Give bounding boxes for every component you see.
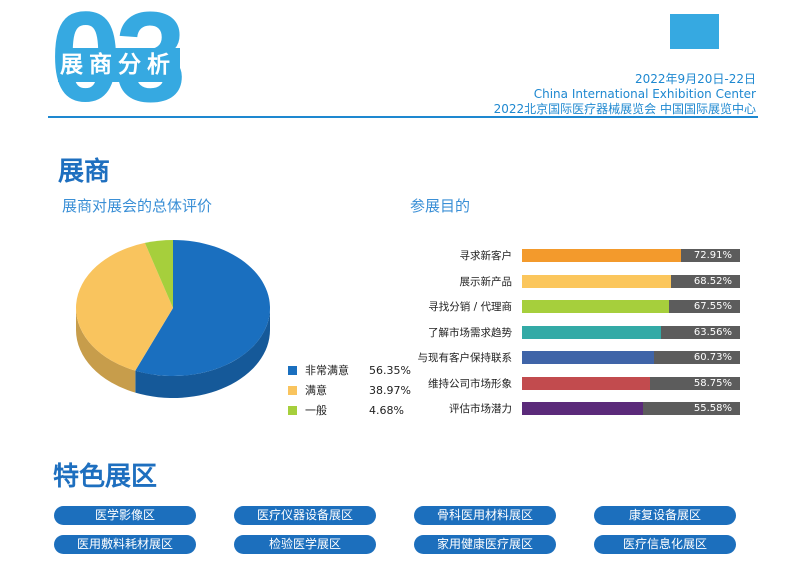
bar-fill bbox=[522, 325, 661, 339]
zone-pill: 检验医学展区 bbox=[234, 535, 376, 554]
pie-slice bbox=[76, 242, 173, 371]
legend-swatch bbox=[288, 385, 297, 395]
bar-track: 63.56% bbox=[522, 325, 740, 339]
bar-value-label: 58.75% bbox=[693, 377, 732, 389]
corner-decoration bbox=[670, 14, 719, 49]
legend-value: 38.97% bbox=[369, 383, 411, 397]
legend-value: 56.35% bbox=[369, 363, 411, 377]
bar-value-label: 60.73% bbox=[693, 352, 732, 363]
bar-row: 展示新产品 68.52% bbox=[352, 274, 740, 288]
section-title: 展商分析 bbox=[58, 48, 180, 82]
bar-row: 维持公司市场形象 58.75% bbox=[352, 376, 740, 390]
legend-swatch bbox=[288, 365, 297, 375]
bar-label: 展示新产品 bbox=[459, 275, 513, 288]
legend-item: 满意 38.97% bbox=[288, 382, 411, 398]
pie-slice bbox=[144, 240, 173, 308]
bar-fill bbox=[522, 274, 672, 288]
purpose-title: 参展目的 bbox=[410, 197, 471, 215]
bar-fill bbox=[522, 351, 655, 364]
zone-pill: 医疗信息化展区 bbox=[594, 535, 736, 554]
bar-track: 72.91% bbox=[522, 249, 740, 262]
bar-fill bbox=[522, 402, 644, 415]
legend-label: 非常满意 bbox=[305, 364, 349, 377]
bar-label: 了解市场需求趋势 bbox=[428, 326, 512, 339]
bar-track: 60.73% bbox=[522, 351, 740, 364]
event-date: 2022年9月20日-22日 bbox=[634, 72, 756, 86]
bar-track: 67.55% bbox=[522, 300, 740, 313]
zone-pill: 康复设备展区 bbox=[594, 506, 736, 525]
bar-fill bbox=[522, 376, 651, 390]
overall-rating-title: 展商对展会的总体评价 bbox=[62, 197, 213, 215]
pie-slice-side bbox=[76, 308, 136, 393]
pie-slice-side bbox=[135, 308, 270, 398]
bar-value-label: 55.58% bbox=[693, 403, 732, 414]
bar-row: 寻求新客户 72.91% bbox=[352, 249, 740, 262]
zone-pill: 医疗仪器设备展区 bbox=[234, 506, 376, 525]
bar-track: 58.75% bbox=[522, 376, 740, 390]
bar-label: 寻求新客户 bbox=[459, 250, 513, 262]
event-info: 2022年9月20日-22日 China International Exhib… bbox=[494, 72, 756, 117]
legend-item: 非常满意 56.35% bbox=[288, 362, 411, 378]
header-divider bbox=[48, 116, 758, 118]
bar-track: 68.52% bbox=[522, 274, 740, 288]
zone-pill: 医用敷料耗材展区 bbox=[54, 535, 196, 554]
legend-label: 满意 bbox=[305, 384, 327, 397]
legend-label: 一般 bbox=[305, 404, 327, 417]
bar-row: 评估市场潜力 55.58% bbox=[352, 402, 740, 415]
legend-value: 4.68% bbox=[369, 403, 404, 417]
legend-swatch bbox=[288, 405, 297, 415]
zone-pill: 家用健康医疗展区 bbox=[414, 535, 556, 554]
bar-row: 与现有客户保持联系 60.73% bbox=[352, 351, 740, 364]
bar-label: 维持公司市场形象 bbox=[428, 377, 512, 390]
zone-pill: 骨科医用材料展区 bbox=[414, 506, 556, 525]
bar-value-label: 63.56% bbox=[693, 326, 732, 338]
pie-slice bbox=[135, 240, 271, 376]
zone-pill: 医学影像区 bbox=[54, 506, 196, 525]
bar-row: 寻找分销 / 代理商 67.55% bbox=[352, 300, 740, 313]
event-name-cn: 2022北京国际医疗器械展览会 中国国际展览中心 bbox=[493, 102, 756, 116]
bar-value-label: 67.55% bbox=[693, 301, 732, 312]
bar-label: 评估市场潜力 bbox=[449, 403, 512, 415]
bar-fill bbox=[522, 300, 670, 313]
bar-fill bbox=[522, 249, 681, 262]
event-venue-en: China International Exhibition Center bbox=[533, 87, 756, 101]
exhibitors-heading: 展商 bbox=[58, 157, 111, 187]
bar-label: 寻找分销 / 代理商 bbox=[428, 301, 512, 313]
bar-track: 55.58% bbox=[522, 402, 740, 415]
bar-row: 了解市场需求趋势 63.56% bbox=[352, 325, 740, 339]
bar-value-label: 68.52% bbox=[693, 275, 732, 287]
bar-value-label: 72.91% bbox=[693, 250, 732, 261]
featured-zones-heading: 特色展区 bbox=[53, 462, 158, 492]
pie-chart bbox=[76, 240, 271, 398]
legend-item: 一般 4.68% bbox=[288, 402, 404, 418]
bar-label: 与现有客户保持联系 bbox=[417, 352, 513, 364]
